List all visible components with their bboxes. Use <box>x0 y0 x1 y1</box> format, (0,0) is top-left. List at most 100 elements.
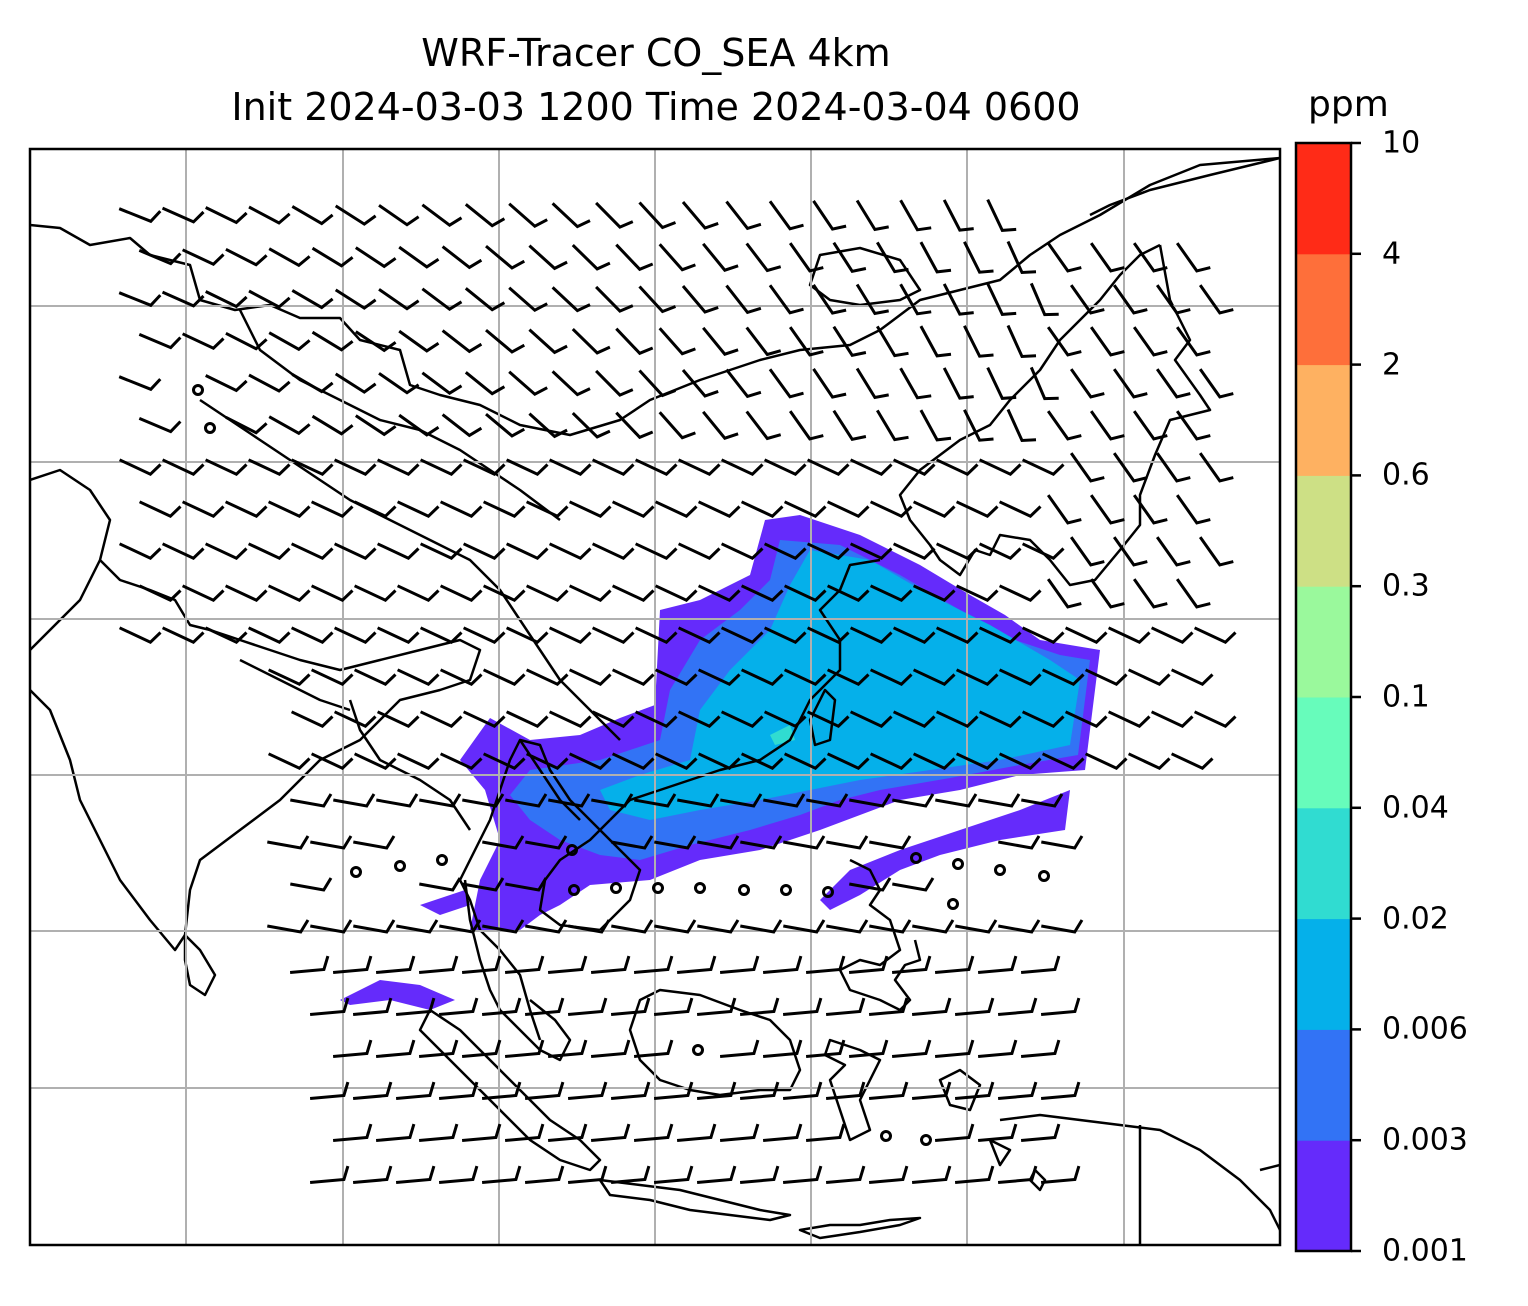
wind-barb <box>464 203 506 228</box>
wind-barb <box>812 368 847 399</box>
wind-barb <box>1150 626 1194 644</box>
wind-barb <box>419 626 463 644</box>
wind-barb <box>868 997 909 1016</box>
coast-sumatra <box>418 1008 602 1172</box>
wind-barb <box>290 542 334 560</box>
wind-barb <box>869 752 913 770</box>
wind-barb <box>1021 542 1065 560</box>
wind-barb <box>1198 536 1234 567</box>
wind-barb <box>485 412 526 438</box>
wind-barb <box>1155 368 1191 399</box>
wind-barb <box>247 458 291 476</box>
wind-barb <box>762 955 803 974</box>
wind-barb <box>1046 410 1082 441</box>
calm-wind-circle <box>1038 870 1050 882</box>
wind-barb <box>225 415 268 435</box>
wind-barb <box>441 413 483 438</box>
wind-barb <box>826 584 870 602</box>
wind-barb <box>696 1165 737 1184</box>
wind-barb <box>911 997 952 1016</box>
wind-barb <box>547 1123 588 1142</box>
wind-barb <box>615 411 654 440</box>
wind-barb <box>697 752 741 770</box>
wind-barb <box>653 1081 694 1100</box>
wind-barb <box>739 1165 780 1184</box>
wind-barb <box>118 626 162 644</box>
wind-barb <box>725 284 762 315</box>
wind-barb <box>658 243 696 272</box>
wind-barb <box>1132 242 1168 273</box>
wind-barb <box>977 955 1018 974</box>
wind-barb <box>1132 494 1168 525</box>
wind-barb <box>634 542 678 560</box>
wind-barb <box>720 626 764 644</box>
wind-barb <box>1084 752 1128 770</box>
wind-barb <box>634 458 678 476</box>
wind-barb <box>225 331 268 351</box>
colorbar-segment <box>1296 1140 1351 1252</box>
colorbar-segment <box>1296 586 1351 698</box>
wind-barb <box>396 919 439 934</box>
coast-sri-lanka <box>183 933 217 997</box>
wind-barb <box>1021 793 1064 808</box>
wind-barb <box>395 1081 436 1100</box>
colorbar-tick-label: 0.3 <box>1382 568 1430 604</box>
wind-barb <box>504 1039 545 1058</box>
wind-barb <box>745 410 782 441</box>
wind-barb <box>291 205 334 226</box>
wind-barb <box>826 500 870 518</box>
wind-barb <box>681 285 719 314</box>
wind-barb <box>267 584 311 602</box>
wind-barb <box>719 1039 760 1058</box>
wind-barb <box>1127 668 1171 686</box>
wind-barb <box>998 835 1041 850</box>
wind-barb <box>333 458 377 476</box>
wind-barb <box>462 710 506 728</box>
coast-new-guinea <box>999 1113 1280 1231</box>
wind-barb <box>1069 452 1105 483</box>
wind-barb <box>740 919 783 934</box>
wind-barb <box>912 500 956 518</box>
wind-barb <box>654 584 698 602</box>
wind-barb <box>825 1165 866 1184</box>
wind-barb <box>485 244 526 270</box>
wind-barb <box>1046 494 1082 525</box>
wind-barb <box>826 752 870 770</box>
wind-barb <box>1112 284 1148 315</box>
wind-barb <box>654 835 697 850</box>
wind-barb <box>805 1039 846 1058</box>
wind-barb <box>438 997 479 1016</box>
wind-barb <box>978 458 1022 476</box>
wind-barb <box>681 201 719 230</box>
wind-barb <box>247 626 291 644</box>
wind-barb <box>805 1123 846 1142</box>
wind-barb <box>1089 578 1125 609</box>
colorbar-tick-label: 0.02 <box>1382 901 1449 937</box>
wind-barb <box>954 997 995 1016</box>
wind-barb <box>633 955 674 974</box>
wind-barb <box>225 247 268 267</box>
wind-barb <box>934 955 975 974</box>
wind-barb <box>697 835 740 850</box>
wind-barb <box>1132 578 1168 609</box>
colorbar-tick-label: 0.6 <box>1382 457 1430 493</box>
wind-barb <box>354 246 397 269</box>
wind-barb <box>911 1081 952 1100</box>
wind-barb <box>309 997 350 1016</box>
wind-barb <box>826 668 870 686</box>
wind-barb <box>806 542 850 560</box>
wind-barb <box>505 626 549 644</box>
wind-barb <box>462 793 505 808</box>
wind-barb <box>942 367 974 400</box>
wind-barb <box>568 752 612 770</box>
wind-barb <box>1107 626 1151 644</box>
wind-barb <box>1069 368 1105 399</box>
wind-barb <box>892 458 936 476</box>
wind-barb <box>375 955 416 974</box>
wind-barb <box>333 793 376 808</box>
wind-barb <box>1020 955 1061 974</box>
calm-wind-circle <box>880 1130 892 1142</box>
wind-barb <box>524 1165 565 1184</box>
wind-barb <box>1155 452 1191 483</box>
wind-barb <box>118 291 162 308</box>
